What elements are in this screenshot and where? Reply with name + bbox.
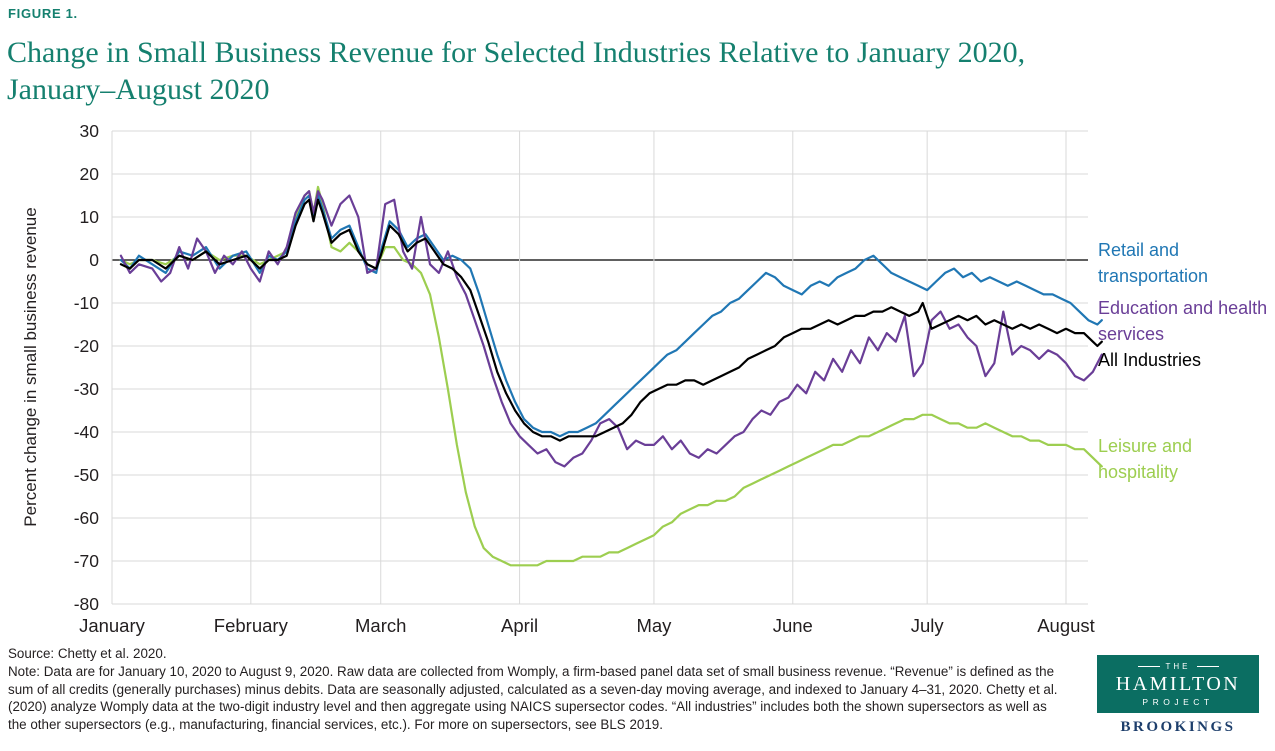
y-tick-label: -40 [74, 422, 100, 442]
series-line-all-industries [119, 198, 1103, 442]
logo-rule-left-icon [1137, 665, 1160, 667]
title-line-1: Change in Small Business Revenue for Sel… [7, 36, 1026, 69]
x-tick-label: May [636, 615, 672, 636]
y-tick-label: -80 [74, 594, 100, 614]
x-tick-label: February [214, 615, 289, 636]
y-tick-label: 10 [80, 207, 100, 227]
y-tick-label: -10 [74, 293, 100, 313]
source-line: Source: Chetty et al. 2020. [8, 646, 167, 661]
logo-project-text: PROJECT [1142, 696, 1214, 707]
y-tick-label: -30 [74, 379, 100, 399]
series-line-leisure-and-hospitality [119, 185, 1103, 567]
y-tick-label: 20 [80, 164, 100, 184]
grid-layer [111, 130, 1088, 605]
logo-the-row: THE [1137, 661, 1219, 671]
figure-title: Change in Small Business Revenue for Sel… [7, 34, 1025, 108]
series-layer [119, 185, 1103, 567]
note-paragraph: Note: Data are for January 10, 2020 to A… [8, 664, 1058, 732]
logo-rule-right-icon [1196, 665, 1219, 667]
y-tick-label: -60 [74, 508, 100, 528]
y-tick-label: 30 [80, 121, 100, 141]
series-line-education-and-health-services [119, 190, 1103, 468]
legend-education-and-health-services: Education and health services [1098, 295, 1274, 347]
legend-leisure-and-hospitality: Leisure and hospitality [1098, 433, 1274, 485]
y-tick-label: -20 [74, 336, 100, 356]
legend-label: Education and health services [1098, 298, 1268, 344]
y-tick-label: -70 [74, 551, 100, 571]
x-tick-label: July [911, 615, 945, 636]
series-line-retail-and-transportation [119, 194, 1103, 438]
legend-label: Leisure and hospitality [1098, 436, 1193, 482]
logo-hamilton-text: HAMILTON [1115, 672, 1241, 695]
legend-label: All Industries [1098, 350, 1202, 370]
legend-all-industries: All Industries [1098, 347, 1274, 373]
logo-the-text: THE [1165, 661, 1191, 671]
x-tick-label: June [773, 615, 813, 636]
title-line-2: January–August 2020 [7, 73, 270, 106]
legend-retail-and-transportation: Retail and transportation [1098, 237, 1274, 289]
figure-label: FIGURE 1. [8, 6, 78, 21]
y-tick-label: 0 [89, 250, 99, 270]
x-tick-label: August [1037, 615, 1095, 636]
legend-label: Retail and transportation [1098, 240, 1209, 286]
x-tick-label: March [355, 615, 406, 636]
x-tick-label: January [79, 615, 146, 636]
brookings-wordmark: BROOKINGS [1120, 719, 1236, 735]
hamilton-project-logo: THE HAMILTON PROJECT [1097, 655, 1259, 713]
y-tick-label: -50 [74, 465, 100, 485]
x-tick-label: April [501, 615, 538, 636]
y-axis-title: Percent change in small business revenue [21, 207, 40, 526]
